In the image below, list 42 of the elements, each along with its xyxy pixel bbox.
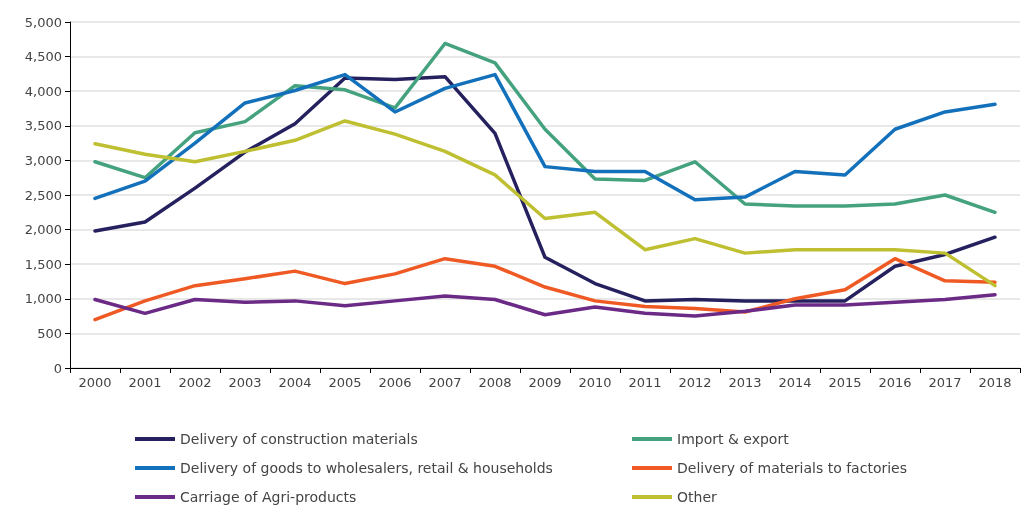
y-tick-label: 0 — [53, 360, 62, 376]
x-tick-label: 2015 — [828, 375, 862, 390]
x-tick-label: 2001 — [128, 375, 162, 390]
y-tick-label: 5,000 — [24, 14, 62, 30]
line-series — [93, 292, 997, 318]
x-tick-label: 2018 — [978, 375, 1012, 390]
x-tick-label: 2014 — [778, 375, 812, 390]
legend-label: Other — [677, 489, 717, 505]
legend-label: Carriage of Agri-products — [180, 489, 357, 505]
y-tick-label: 1,500 — [24, 256, 62, 272]
x-tick-label: 2006 — [378, 375, 412, 390]
y-tick-label: 2,500 — [24, 187, 62, 203]
x-tick-label: 2008 — [478, 375, 512, 390]
line-series — [93, 256, 997, 322]
legend-label: Import & export — [677, 431, 790, 447]
x-tick-label: 2017 — [928, 375, 962, 390]
legend-label: Delivery of goods to wholesalers, retail & households — [180, 460, 553, 476]
line-series — [93, 74, 997, 303]
x-tick-label: 2009 — [528, 375, 562, 390]
line-series — [93, 41, 997, 215]
line-series — [93, 119, 997, 288]
y-tick-label: 4,000 — [24, 83, 62, 99]
x-tick-label: 2012 — [678, 375, 712, 390]
legend-label: Delivery of construction materials — [180, 431, 418, 447]
y-tick-label: 4,500 — [24, 49, 62, 65]
x-tick-label: 2011 — [628, 375, 662, 390]
y-tick-label: 1,000 — [24, 291, 62, 307]
x-tick-label: 2013 — [728, 375, 762, 390]
x-tick-label: 2004 — [278, 375, 312, 390]
x-tick-label: 2002 — [178, 375, 212, 390]
y-tick-label: 3,500 — [24, 118, 62, 134]
y-tick-label: 3,000 — [24, 152, 62, 168]
x-tick-label: 2016 — [878, 375, 912, 390]
x-tick-label: 2003 — [228, 375, 262, 390]
x-tick-label: 2005 — [328, 375, 362, 390]
y-tick-label: 2,000 — [24, 222, 62, 238]
x-tick-label: 2007 — [428, 375, 462, 390]
y-tick-label: 500 — [37, 325, 62, 341]
line-series — [93, 72, 997, 202]
x-tick-label: 2010 — [578, 375, 612, 390]
x-tick-label: 2000 — [78, 375, 112, 390]
legend-label: Delivery of materials to factories — [677, 460, 908, 476]
